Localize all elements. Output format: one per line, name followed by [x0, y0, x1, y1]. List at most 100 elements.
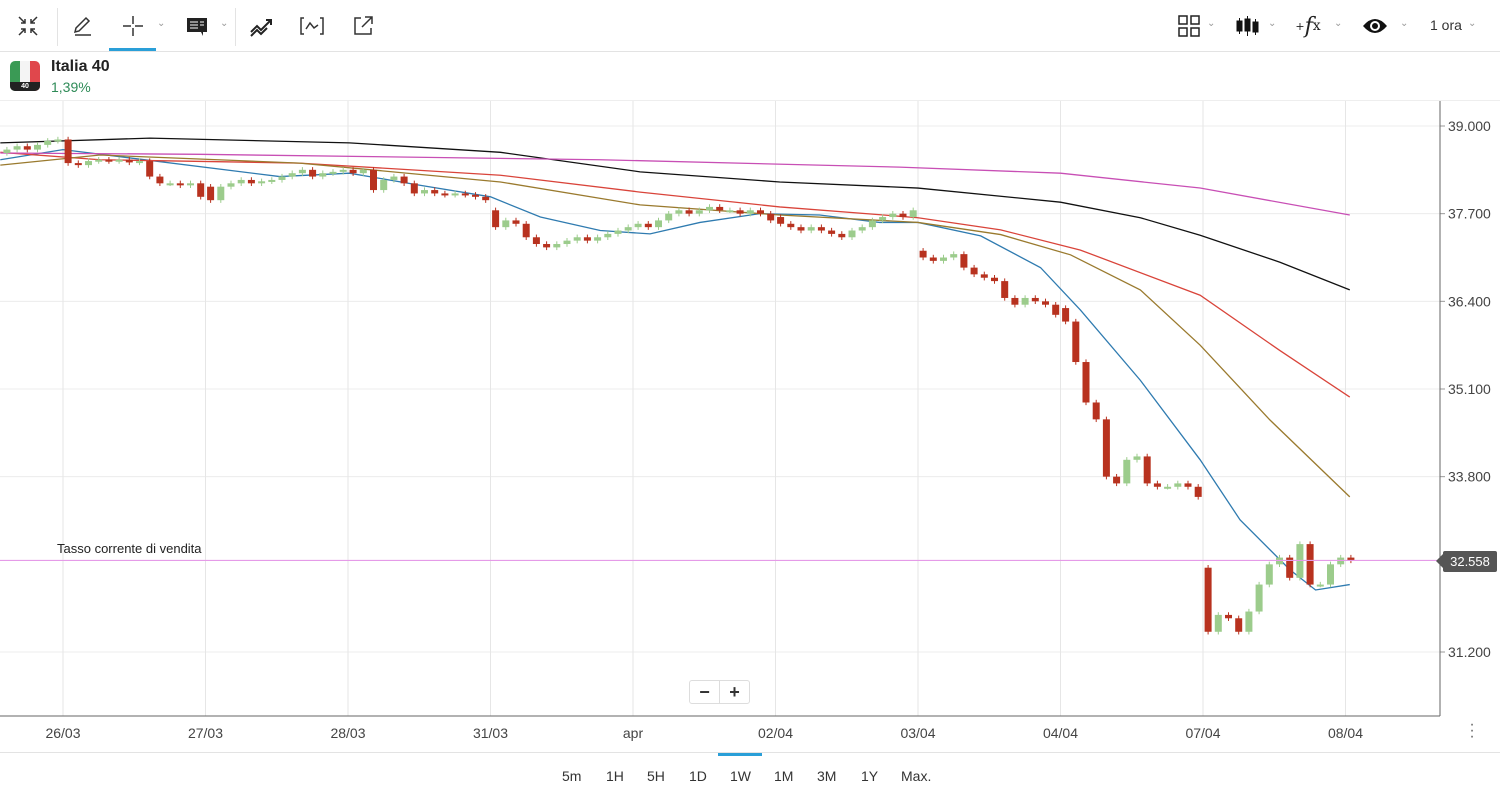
candle-down [1204, 567, 1212, 632]
candle-up [390, 176, 398, 180]
candle-down [492, 210, 500, 228]
zoom-in-button[interactable]: + [729, 682, 740, 702]
candle-down [970, 267, 978, 275]
y-tick-label: 39.000 [1448, 118, 1491, 134]
candle-up [258, 181, 266, 184]
candle-up [217, 186, 225, 201]
candle-up [451, 193, 459, 196]
external-link-icon[interactable] [350, 12, 376, 40]
timeframe-1w[interactable]: 1W [730, 768, 751, 784]
timeframe-1y[interactable]: 1Y [861, 768, 879, 784]
candle-down [1194, 486, 1202, 497]
candle-up [746, 210, 754, 214]
timeframe-1d[interactable]: 1D [689, 768, 707, 784]
candle-down [532, 237, 540, 245]
candle-down [1062, 308, 1070, 322]
y-tick-label: 31.200 [1448, 644, 1491, 660]
candle-up [1133, 456, 1141, 460]
candle-up [1214, 614, 1222, 632]
selected-timeframe-indicator [718, 753, 762, 756]
candle-up [1245, 611, 1253, 632]
italy-flag-icon: 40 [10, 61, 40, 91]
indicator-bracket-icon[interactable] [298, 12, 326, 40]
candle-up [1327, 564, 1334, 585]
chevron-down-icon[interactable]: ⌄ [157, 18, 166, 29]
timeframe-max[interactable]: Max. [901, 768, 932, 784]
chevron-down-icon[interactable]: ⌄ [220, 18, 229, 29]
flag-badge: 40 [10, 82, 40, 91]
candle-down [1102, 419, 1110, 477]
toolbar: ⌄ ⌄ ⌄ ⌄ + f x ⌄ ⌄ 1 ora ⌄ [0, 0, 1500, 52]
candle-up [298, 169, 306, 174]
timeframe-3m[interactable]: 3M [817, 768, 837, 784]
candle-up [879, 217, 887, 221]
collapse-icon[interactable] [14, 12, 42, 40]
candle-down [400, 176, 408, 184]
interval-select[interactable]: 1 ora [1430, 17, 1462, 33]
layout-grid-icon[interactable] [1176, 12, 1202, 40]
candle-up [848, 230, 856, 238]
x-tick-label: 26/03 [45, 725, 80, 741]
moving-average-line [0, 154, 1351, 498]
candle-down [1011, 297, 1019, 305]
chevron-down-icon[interactable]: ⌄ [1400, 18, 1409, 29]
candle-up [665, 213, 673, 221]
candle-down [1042, 301, 1049, 305]
candle-up [1255, 584, 1263, 612]
candle-down [309, 169, 317, 177]
current-price-badge: 32.558 [1436, 551, 1497, 572]
candle-up [726, 210, 734, 213]
candle-down [980, 274, 988, 278]
candle-up [421, 190, 428, 194]
candle-down [1286, 557, 1294, 578]
fx-icon[interactable]: + f x [1295, 13, 1321, 39]
candle-down [543, 244, 551, 248]
candle-down [583, 237, 591, 241]
y-tick-label: 37.700 [1448, 206, 1491, 222]
timeframe-5m[interactable]: 5m [562, 768, 582, 784]
timeframe-1m[interactable]: 1M [774, 768, 794, 784]
eye-icon[interactable] [1361, 12, 1389, 40]
candle-down [960, 254, 968, 268]
candle-up [13, 146, 21, 150]
candle-up [706, 206, 713, 211]
y-tick-label: 33.800 [1448, 469, 1491, 485]
zoom-out-button[interactable]: − [690, 681, 720, 703]
candlestick-icon[interactable] [1234, 12, 1262, 40]
candle-down [1347, 557, 1355, 561]
active-tool-indicator [109, 48, 156, 51]
timeframe-1h[interactable]: 1H [606, 768, 624, 784]
candle-down [787, 223, 795, 228]
candle-up [115, 159, 123, 162]
x-tick-label: 04/04 [1043, 725, 1078, 741]
candle-down [685, 210, 693, 214]
candle-up [268, 179, 276, 182]
candle-down [1052, 304, 1060, 315]
timeframe-5h[interactable]: 5H [647, 768, 665, 784]
crosshair-icon[interactable] [120, 12, 146, 40]
comment-icon[interactable] [184, 12, 210, 40]
candle-down [1092, 402, 1100, 420]
candle-down [1143, 456, 1151, 484]
instrument-change: 1,39% [51, 79, 91, 95]
more-options-icon[interactable]: · · · [1469, 716, 1475, 745]
chevron-down-icon[interactable]: ⌄ [1268, 18, 1277, 29]
candle-down [176, 183, 184, 186]
chevron-down-icon[interactable]: ⌄ [1468, 18, 1477, 29]
candle-up [889, 213, 897, 218]
candle-down [441, 193, 449, 196]
x-tick-label: 08/04 [1328, 725, 1363, 741]
chevron-down-icon[interactable]: ⌄ [1207, 18, 1216, 29]
candle-down [1225, 614, 1232, 619]
candle-down [716, 206, 724, 211]
chevron-down-icon[interactable]: ⌄ [1334, 18, 1343, 29]
moving-average-line [0, 151, 1351, 398]
candle-down [1072, 321, 1080, 363]
candle-down [1001, 281, 1009, 298]
candle-down [797, 227, 805, 231]
candle-down [828, 230, 836, 234]
trend-icon[interactable] [248, 12, 276, 40]
pencil-icon[interactable] [70, 12, 96, 40]
candle-up [614, 230, 622, 234]
